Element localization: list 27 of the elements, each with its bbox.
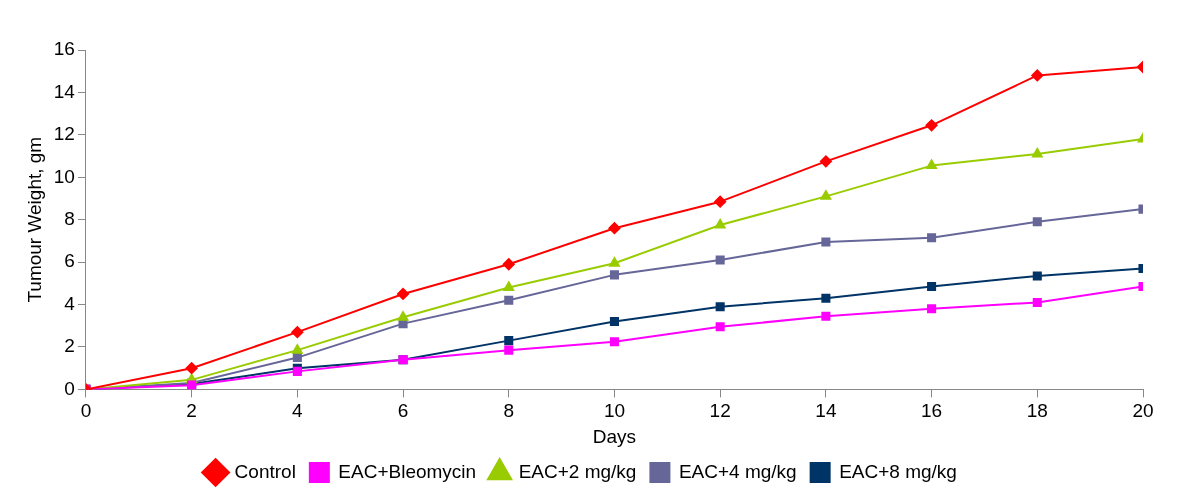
y-axis-title: Tumour Weight, gm [23, 136, 45, 303]
y-tick-label: 4 [64, 292, 76, 314]
x-axis-title: Days [592, 425, 637, 447]
x-tick-label: 6 [397, 400, 409, 422]
x-tick-label: 16 [921, 400, 943, 422]
x-tick-label: 8 [503, 400, 515, 422]
x-tick-label: 10 [603, 400, 626, 422]
legend-label: EAC+2 mg/kg [518, 460, 637, 482]
legend-label: EAC+Bleomycin [338, 460, 477, 482]
x-tick-label: 2 [186, 400, 197, 422]
y-tick-label: 6 [64, 250, 75, 272]
y-tick-label: 10 [53, 165, 75, 187]
y-tick-label: 14 [53, 80, 76, 102]
y-tick-label: 0 [64, 377, 75, 399]
y-tick-label: 16 [53, 38, 75, 60]
x-tick-label: 18 [1026, 400, 1048, 422]
y-tick-label: 12 [53, 123, 75, 145]
x-tick-label: 14 [815, 400, 837, 422]
legend-label: EAC+8 mg/kg [839, 460, 957, 482]
legend-label: EAC+4 mg/kg [678, 460, 797, 482]
y-tick-label: 2 [64, 335, 75, 357]
y-tick-label: 8 [64, 207, 75, 229]
x-tick-label: 20 [1132, 400, 1154, 422]
legend-label: Control [234, 460, 296, 482]
x-tick-label: 0 [80, 400, 92, 422]
x-tick-label: 4 [292, 400, 304, 422]
x-tick-label: 12 [709, 400, 731, 422]
